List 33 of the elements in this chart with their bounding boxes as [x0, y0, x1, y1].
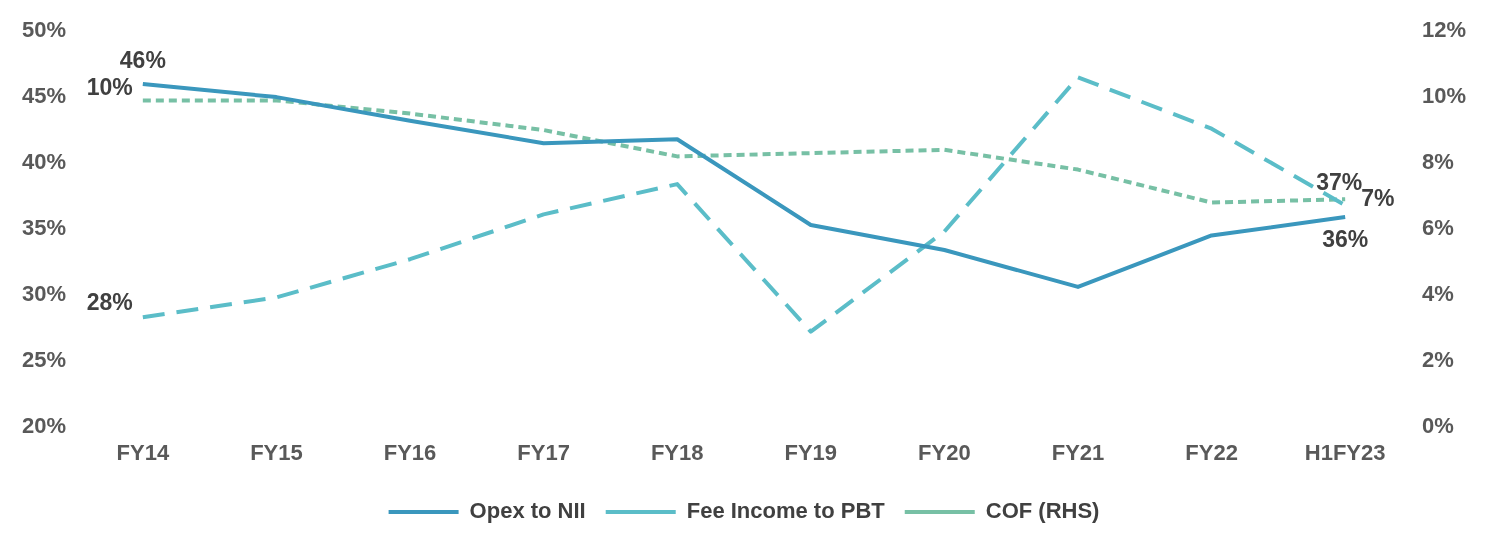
y2-tick-label: 8% — [1421, 149, 1454, 175]
y2-tick-label: 0% — [1421, 412, 1454, 438]
data-label: 46% — [119, 47, 166, 74]
x-tick-label: FY21 — [1051, 439, 1105, 465]
y2-tick-label: 2% — [1421, 346, 1454, 372]
x-tick-label: FY17 — [517, 439, 570, 465]
x-tick-label: H1FY23 — [1304, 439, 1386, 465]
data-label: 37% — [1316, 168, 1363, 195]
y-tick-label: 35% — [21, 214, 67, 240]
y2-tick-label: 6% — [1421, 214, 1454, 240]
x-tick-label: FY14 — [116, 439, 170, 465]
y2-tick-label: 4% — [1421, 280, 1454, 306]
legend-label: Opex to NII — [469, 498, 586, 524]
y2-tick-label: 12% — [1421, 17, 1467, 43]
y-tick-label: 50% — [21, 17, 67, 43]
y-tick-label: 45% — [21, 83, 67, 109]
y-tick-label: 40% — [21, 149, 67, 175]
x-tick-label: FY22 — [1185, 439, 1238, 465]
y-tick-label: 25% — [21, 346, 67, 372]
x-tick-label: FY16 — [383, 439, 437, 465]
data-label: 28% — [86, 288, 133, 315]
legend-label: Fee Income to PBT — [686, 498, 886, 524]
y-tick-label: 20% — [21, 412, 67, 438]
data-label: 36% — [1322, 226, 1369, 253]
y-tick-label: 30% — [21, 280, 67, 306]
data-label: 7% — [1361, 184, 1395, 211]
legend-label: COF (RHS) — [985, 498, 1100, 524]
x-tick-label: FY15 — [250, 439, 303, 465]
x-tick-label: FY18 — [650, 439, 704, 465]
data-label: 10% — [86, 73, 133, 100]
x-tick-label: FY19 — [784, 439, 838, 465]
x-tick-label: FY20 — [918, 439, 971, 465]
y2-tick-label: 10% — [1421, 83, 1467, 109]
